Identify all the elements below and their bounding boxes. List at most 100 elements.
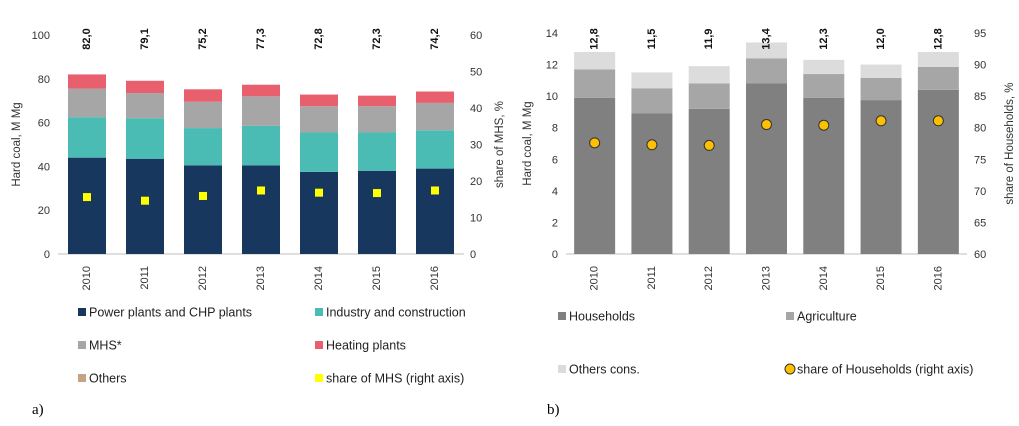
bar-segment	[631, 72, 673, 89]
y-tick-label: 8	[552, 123, 558, 135]
legend-swatch	[558, 365, 566, 373]
y2-tick-label: 40	[470, 103, 482, 115]
legend-swatch	[315, 374, 323, 382]
bar-total-label: 13,4	[761, 27, 773, 49]
legend-swatch	[786, 312, 794, 320]
bar-segment	[184, 128, 222, 166]
y-tick-label: 6	[552, 154, 558, 166]
y2-tick-label: 90	[974, 60, 986, 72]
bar-total-label: 12,3	[818, 28, 830, 49]
legend-label: share of Households (right axis)	[797, 363, 973, 377]
bar-segment	[416, 102, 454, 131]
bar-total-label: 79,1	[139, 28, 151, 49]
bar-segment	[242, 96, 280, 126]
legend-label: share of MHS (right axis)	[326, 372, 464, 386]
y2-tick-label: 65	[974, 217, 986, 229]
bar-total-label: 77,3	[255, 28, 267, 49]
y2-axis-title: share of MHS, %	[494, 101, 506, 188]
x-tick-label: 2014	[313, 266, 325, 290]
share-marker	[83, 193, 91, 202]
bar-total-label: 74,2	[429, 28, 441, 49]
bar-segment	[184, 165, 222, 254]
bar-segment	[358, 170, 396, 254]
bar-segment	[300, 171, 338, 254]
bar-segment	[242, 84, 280, 97]
bar-segment	[688, 108, 730, 255]
share-marker	[761, 119, 772, 131]
share-marker	[199, 191, 207, 200]
legend-label: Power plants and CHP plants	[89, 306, 252, 320]
y-tick-label: 12	[546, 60, 558, 72]
x-tick-label: 2012	[197, 266, 209, 290]
bar-segment	[631, 88, 673, 114]
bar-total-label: 11,5	[646, 29, 658, 50]
bar-segment	[746, 42, 787, 59]
bar-segment	[416, 91, 454, 103]
y-tick-label: 40	[38, 161, 50, 173]
share-marker	[932, 115, 944, 127]
legend-swatch	[78, 374, 86, 382]
y2-tick-label: 70	[974, 186, 986, 198]
legend-swatch	[315, 308, 323, 316]
bar-segment	[917, 66, 959, 90]
bar-segment	[688, 66, 730, 84]
x-tick-label: 2013	[761, 266, 773, 290]
bar-segment	[68, 88, 106, 118]
bar-segment	[574, 69, 616, 98]
legend-label: Others	[89, 372, 127, 386]
y-tick-label: 0	[44, 249, 50, 261]
bar-total-label: 75,2	[197, 28, 209, 49]
y2-tick-label: 60	[470, 30, 482, 42]
y2-tick-label: 30	[470, 140, 482, 152]
y2-tick-label: 0	[470, 249, 476, 261]
bar-segment	[300, 106, 338, 133]
share-marker	[315, 188, 323, 197]
bar-segment	[184, 89, 222, 102]
bar-segment	[358, 132, 396, 171]
bar-segment	[126, 158, 164, 254]
share-marker	[589, 137, 601, 149]
share-marker	[373, 189, 381, 198]
y2-tick-label: 95	[974, 28, 986, 40]
y-tick-label: 100	[32, 30, 50, 42]
bar-segment	[631, 113, 673, 254]
x-tick-label: 2015	[875, 266, 887, 290]
bar-total-label: 72,8	[313, 28, 325, 49]
y2-axis-title: share of Households, %	[1004, 82, 1016, 204]
bar-segment	[358, 106, 396, 133]
x-tick-label: 2010	[589, 266, 601, 290]
x-tick-label: 2010	[81, 266, 93, 290]
bar-segment	[803, 59, 845, 75]
y-tick-label: 4	[552, 186, 558, 198]
bar-segment	[574, 97, 616, 254]
bar-segment	[860, 64, 902, 78]
legend-swatch	[784, 363, 796, 375]
panel-label-a: a)	[32, 402, 44, 418]
bar-segment	[688, 83, 730, 109]
y2-tick-label: 80	[974, 123, 986, 135]
bar-segment	[917, 51, 959, 67]
bar-segment	[746, 58, 787, 84]
y-tick-label: 14	[546, 28, 558, 40]
bar-total-label: 82,0	[81, 28, 93, 49]
y2-tick-label: 85	[974, 91, 986, 103]
bar-segment	[860, 77, 902, 101]
legend-swatch	[78, 308, 86, 316]
bar-segment	[917, 89, 959, 254]
legend-label: Households	[569, 310, 635, 324]
bar-segment	[68, 74, 106, 89]
chart-b: 0 2 4 6 8 10 12 14 60 65 70 75 80 85 90 95 Hard coal, M …	[522, 27, 1016, 376]
bar-segment	[416, 130, 454, 169]
panel-label-b: b)	[547, 402, 560, 418]
bar-segment	[68, 117, 106, 158]
x-tick-label: 2016	[429, 266, 441, 290]
share-marker	[257, 186, 265, 195]
y2-tick-label: 20	[470, 176, 482, 188]
bar-segment	[803, 74, 845, 98]
x-tick-label: 2011	[646, 266, 658, 290]
share-marker	[141, 196, 149, 205]
x-tick-label: 2016	[932, 266, 944, 290]
share-marker	[703, 139, 715, 151]
y-tick-label: 0	[552, 249, 558, 261]
bar-segment	[68, 157, 106, 254]
